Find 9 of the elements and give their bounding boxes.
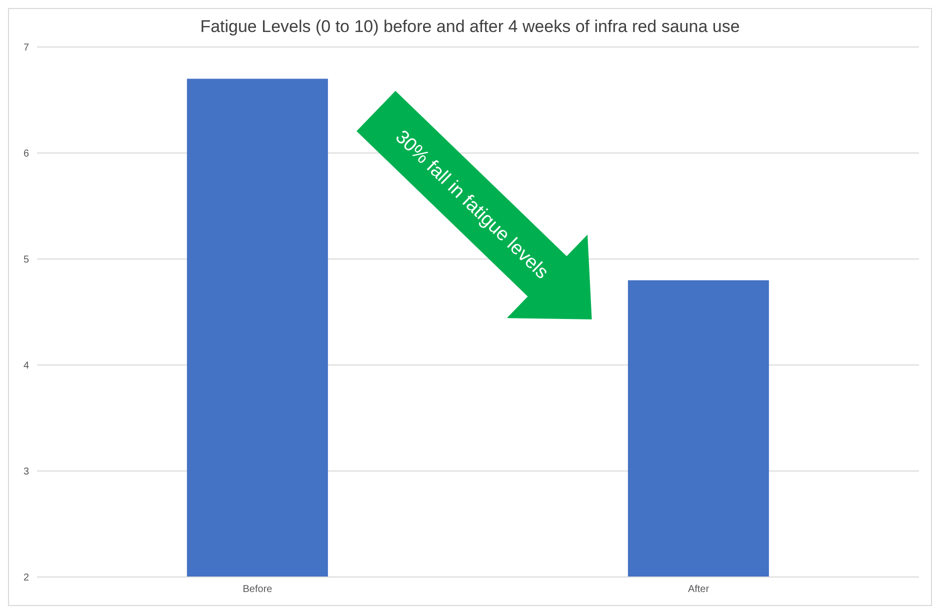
y-tick-label: 3 bbox=[23, 466, 30, 478]
y-tick-label: 6 bbox=[23, 148, 30, 160]
chart-title: Fatigue Levels (0 to 10) before and after 4 weeks of infra red sauna use bbox=[199, 17, 741, 37]
x-tick-label: After bbox=[688, 584, 710, 596]
y-tick-label: 2 bbox=[23, 572, 30, 584]
y-tick-label: 4 bbox=[23, 360, 30, 372]
x-tick-label: Before bbox=[242, 584, 273, 596]
y-tick-label: 7 bbox=[23, 42, 30, 54]
y-tick-label: 5 bbox=[23, 254, 30, 266]
